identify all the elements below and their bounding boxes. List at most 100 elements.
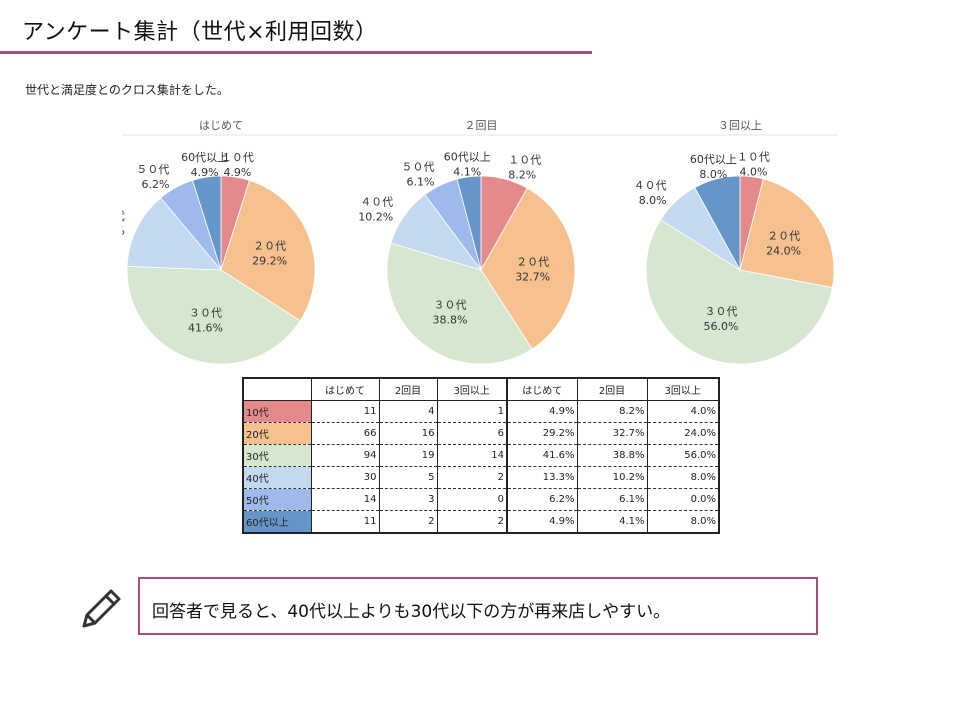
- pie-data-label: ４０代 13.3%: [122, 210, 125, 238]
- pie-value-label: 29.2%: [252, 254, 287, 267]
- pie-data-label: １０代 8.2%: [508, 153, 541, 181]
- pie-value-label: 4.9%: [191, 166, 219, 179]
- table-header-cell: 2回目: [378, 378, 438, 401]
- table-cell: 56.0%: [646, 444, 720, 467]
- pie-slice: [386, 242, 533, 365]
- table-cell: 1: [436, 400, 508, 423]
- pie-slice: [739, 178, 835, 289]
- pie-category-label: 60代以上: [181, 151, 228, 164]
- row-label-cell: 60代以上: [242, 510, 312, 533]
- table-cell: 3: [378, 488, 438, 511]
- pie-data-label: ４０代 10.2%: [358, 196, 393, 224]
- table-header-cell: [242, 378, 312, 401]
- pie-data-label: ５０代 6.1%: [402, 160, 435, 188]
- pie-category-label: ２０代: [767, 229, 800, 242]
- pie-title: ３回以上: [718, 119, 762, 132]
- pie-value-label: 8.2%: [508, 168, 536, 181]
- pie-data-label: 60代以上 4.9%: [181, 151, 228, 179]
- pie-value-label: 6.1%: [407, 175, 435, 188]
- pie-category-label: ２０代: [253, 239, 286, 252]
- table-cell: 4.1%: [576, 510, 648, 533]
- pie-category-label: 60代以上: [444, 151, 491, 164]
- table-row: 40代 30 5 2 13.3% 10.2% 8.0%: [242, 466, 720, 489]
- pie-value-label: 6.2%: [141, 178, 169, 191]
- pie-category-label: ３０代: [189, 306, 222, 319]
- pencil-icon: [78, 584, 126, 632]
- conclusion-text: 回答者で見ると、40代以上よりも30代以下の方が再来店しやすい。: [152, 602, 671, 622]
- pie-value-label: 10.2%: [358, 211, 393, 224]
- table-cell: 0.0%: [646, 488, 720, 511]
- table-header-cell: はじめて: [310, 378, 380, 401]
- pie-data-label: 60代以上 8.0%: [690, 153, 737, 181]
- pie-category-label: ２０代: [516, 255, 549, 268]
- row-label-cell: 20代: [242, 422, 312, 445]
- table-cell: 5: [378, 466, 438, 489]
- table-cell: 14: [436, 444, 508, 467]
- pie-category-label: ４０代: [122, 210, 125, 223]
- table-cell: 6.1%: [576, 488, 648, 511]
- pie-data-label: ５０代 6.2%: [136, 163, 169, 191]
- table-cell: 16: [378, 422, 438, 445]
- table-cell: 2: [378, 510, 438, 533]
- pie-slice: [126, 197, 222, 271]
- page-subtitle: 世代と満足度とのクロス集計をした。: [25, 83, 229, 97]
- table-cell: 94: [310, 444, 380, 467]
- cross-tab-table: はじめて 2回目 3回以上 はじめて 2回目 3回以上 10代 11 4 1 4.9% 8.2% 4.…: [242, 377, 720, 534]
- pie-data-label: 60代以上 4.1%: [444, 151, 491, 179]
- table-cell: 30: [310, 466, 380, 489]
- table-cell: 13.3%: [506, 466, 578, 489]
- pie-data-label: ３０代 56.0%: [703, 305, 738, 333]
- table-cell: 4.9%: [506, 510, 578, 533]
- table-cell: 41.6%: [506, 444, 578, 467]
- table-row: 60代以上 11 2 2 4.9% 4.1% 8.0%: [242, 510, 720, 533]
- pie-charts-svg: はじめて１０代4.9%２０代29.2%３０代41.6%４０代13.3%５０代6.…: [122, 119, 838, 365]
- table-row: 30代 94 19 14 41.6% 38.8% 56.0%: [242, 444, 720, 467]
- table-cell: 4.9%: [506, 400, 578, 423]
- table-header-cell: 2回目: [576, 378, 648, 401]
- table-header-cell: 3回以上: [436, 378, 508, 401]
- pie-category-label: ３０代: [704, 305, 737, 318]
- table-cell: 24.0%: [646, 422, 720, 445]
- pie-value-label: 56.0%: [703, 320, 738, 333]
- pie-category-label: ５０代: [136, 163, 169, 176]
- pie-slice: [694, 175, 741, 271]
- row-label-cell: 40代: [242, 466, 312, 489]
- row-label-cell: 50代: [242, 488, 312, 511]
- pie-data-label: ３０代 41.6%: [188, 306, 223, 334]
- row-label-cell: 30代: [242, 444, 312, 467]
- pie-data-label: １０代 4.0%: [737, 151, 770, 179]
- pie-slice: [126, 265, 301, 365]
- table-body: 10代 11 4 1 4.9% 8.2% 4.0% 20代 66 16 6 29.2% 32.7% 24.…: [242, 400, 720, 533]
- pie-category-label: １０代: [737, 151, 770, 164]
- pie-data-label: １０代 4.9%: [221, 151, 254, 179]
- title-underline: [0, 51, 592, 54]
- table-cell: 6.2%: [506, 488, 578, 511]
- pie-value-label: 24.0%: [766, 244, 801, 257]
- table-cell: 4: [378, 400, 438, 423]
- pie-category-label: 60代以上: [690, 153, 737, 166]
- page-title: アンケート集計（世代×利用回数）: [22, 20, 378, 45]
- table-cell: 38.8%: [576, 444, 648, 467]
- pie-value-label: 8.0%: [699, 168, 727, 181]
- table-cell: 11: [310, 510, 380, 533]
- pie-value-label: 4.9%: [223, 166, 251, 179]
- pie-data-label: ２０代 24.0%: [766, 229, 801, 257]
- pie-value-label: 41.6%: [188, 321, 223, 334]
- pie-category-label: ４０代: [634, 179, 667, 192]
- table-cell: 2: [436, 510, 508, 533]
- pie-data-label: ２０代 29.2%: [252, 239, 287, 267]
- pie-data-label: ３０代 38.8%: [433, 298, 468, 326]
- pie-value-label: 38.8%: [433, 313, 468, 326]
- table-cell: 8.2%: [576, 400, 648, 423]
- pie-value-label: 13.3%: [122, 225, 125, 238]
- pie-charts-area: はじめて１０代4.9%２０代29.2%３０代41.6%４０代13.3%５０代6.…: [122, 112, 838, 374]
- pie-category-label: ４０代: [360, 196, 393, 209]
- pie-category-label: １０代: [508, 153, 541, 166]
- pie-data-label: ４０代 8.0%: [634, 179, 667, 207]
- table-cell: 0: [436, 488, 508, 511]
- pie-category-label: １０代: [221, 151, 254, 164]
- table-row: 50代 14 3 0 6.2% 6.1% 0.0%: [242, 488, 720, 511]
- pie-value-label: 8.0%: [639, 194, 667, 207]
- pie-title: はじめて: [199, 119, 243, 132]
- pie-value-label: 4.0%: [739, 166, 767, 179]
